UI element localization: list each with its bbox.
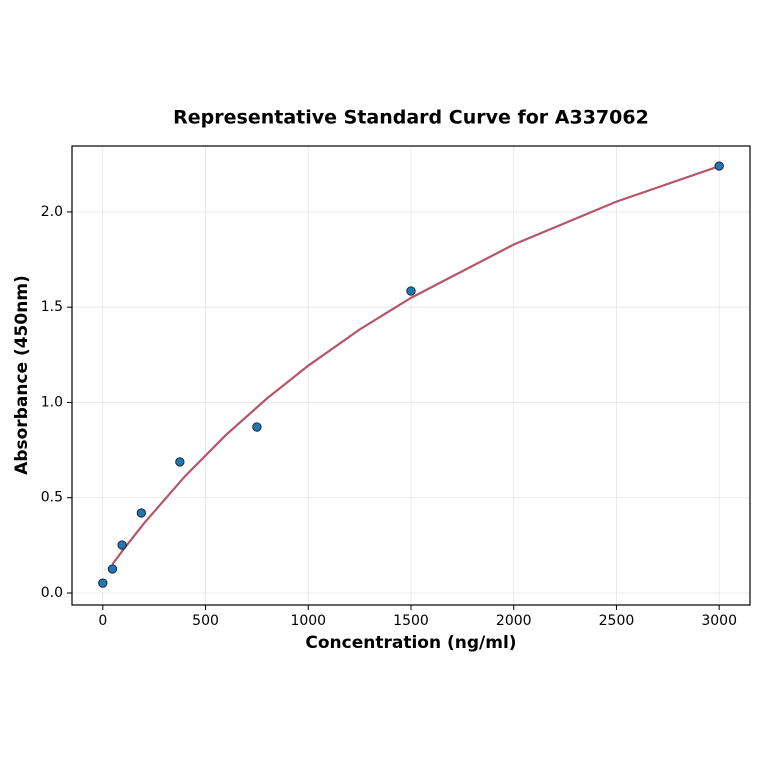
y-tick-label: 1.5 [41,299,63,315]
data-point [714,161,724,171]
x-tick-label: 2500 [599,613,635,629]
data-point [107,564,118,574]
y-tick-label: 1.0 [41,394,63,410]
x-tick-label: 1000 [290,613,326,629]
data-point [175,457,185,467]
x-tick-label: 2000 [496,613,532,629]
data-point [136,508,146,518]
data-point [252,422,262,432]
x-tick-label: 1500 [393,613,429,629]
x-axis-label: Concentration (ng/ml) [305,633,516,653]
chart-title: Representative Standard Curve for A33706… [173,107,649,129]
y-tick-label: 0.5 [41,490,63,506]
plot-frame [71,145,751,606]
data-point [117,540,127,550]
data-point [98,578,108,588]
y-axis-label: Absorbance (450nm) [12,275,32,475]
data-point [406,286,416,296]
fit-curve [111,165,720,565]
x-tick-label: 0 [98,613,107,629]
y-tick-label: 2.0 [41,204,63,220]
x-tick-label: 3000 [701,613,737,629]
x-tick-label: 500 [192,613,219,629]
y-tick-label: 0.0 [41,585,63,601]
